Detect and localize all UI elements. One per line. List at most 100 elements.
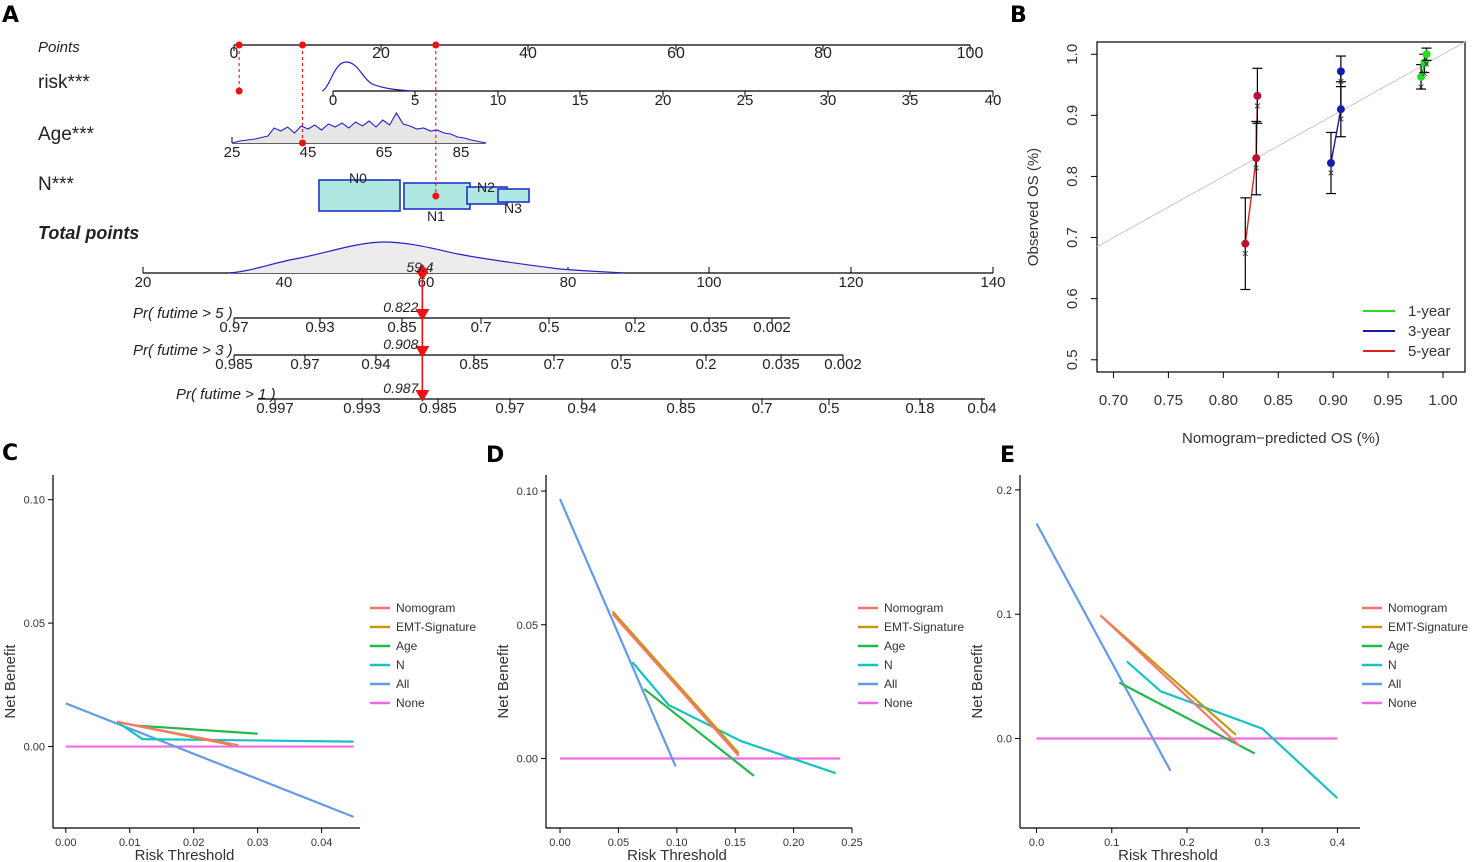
legend-label: Nomogram (396, 601, 455, 615)
calibration-cross: × (1242, 247, 1249, 261)
pr1-tick-label: 0.18 (905, 400, 934, 417)
points-tick-label: 80 (814, 45, 832, 62)
pr5-tick-label: 0.7 (471, 319, 492, 336)
variable-marker (432, 192, 440, 200)
dca-line-all (65, 702, 355, 818)
calibration-point (1336, 67, 1345, 76)
pr3-tick-label: 0.002 (824, 356, 862, 373)
x-tick-label: 0.75 (1154, 392, 1183, 409)
legend-label: N (396, 658, 405, 672)
risk-tick-label: 15 (572, 92, 589, 109)
legend-label: 3-year (1408, 323, 1451, 340)
y-tick-label: 0.10 (24, 495, 45, 507)
calibration-point (1422, 50, 1431, 59)
pr1-tick-label: 0.993 (343, 400, 381, 417)
pr5-tick-label: 0.2 (625, 319, 646, 336)
calibration-point (1252, 154, 1261, 163)
legend-label: All (884, 677, 897, 691)
x-tick-label: 0.0 (1029, 837, 1044, 849)
dca-line-n (1126, 660, 1339, 799)
total-points-tick-label: 40 (276, 274, 293, 291)
y-tick-label: 0.1 (997, 609, 1012, 621)
n-level-label: N1 (427, 208, 445, 224)
legend-label: N (884, 658, 893, 672)
age-row-label: Age*** (38, 124, 95, 145)
y-axis-title: Observed OS (%) (1025, 148, 1042, 266)
point-marker (298, 41, 306, 49)
pr3-tick-label: 0.97 (290, 356, 319, 373)
risk-row-label: risk*** (38, 72, 90, 93)
dca-line-nomogram (116, 720, 239, 747)
dca-line-nomogram (1099, 614, 1241, 747)
total-points-tick-label: 20 (135, 274, 152, 291)
total-density-fill (228, 242, 625, 273)
x-tick-label: 0.02 (183, 837, 204, 849)
points-tick-label: 40 (519, 45, 537, 62)
y-tick-label: 0.0 (997, 734, 1012, 746)
x-tick-label: 0.01 (119, 837, 140, 849)
pr3-tick-label: 0.2 (696, 356, 717, 373)
x-axis-title: Risk Threshold (135, 847, 235, 862)
dca-line-age (1118, 681, 1256, 755)
n-row-label: N*** (38, 174, 75, 195)
total-points-tick-label: 140 (980, 274, 1005, 291)
x-tick-label: 0.1 (1104, 837, 1119, 849)
y-tick-label: 0.6 (1064, 288, 1081, 309)
legend-label: Nomogram (1388, 601, 1447, 615)
pr3-tick-label: 0.94 (361, 356, 390, 373)
legend-label: Age (396, 639, 418, 653)
calibration-cross: × (1254, 99, 1261, 113)
points-tick-label: 0 (230, 45, 239, 62)
legend-label: Nomogram (884, 601, 943, 615)
x-tick-label: 0.85 (1264, 392, 1293, 409)
predicted-probability-marker (415, 390, 430, 402)
legend-label: EMT-Signature (396, 620, 476, 634)
n-level-box (497, 188, 530, 203)
pr3-tick-label: 0.5 (611, 356, 632, 373)
legend-label: None (396, 696, 425, 710)
x-axis-title: Risk Threshold (627, 847, 727, 862)
risk-tick-label: 20 (655, 92, 672, 109)
pr1-tick-label: 0.7 (752, 400, 773, 417)
age-tick-label: 45 (300, 144, 317, 161)
pr3-tick-label: 0.85 (459, 356, 488, 373)
legend-label: EMT-Signature (884, 620, 964, 634)
x-tick-label: 0.25 (841, 837, 862, 849)
total-points-label: Total points (38, 223, 139, 243)
pr5-tick-label: 0.035 (690, 319, 728, 336)
variable-marker (298, 139, 306, 147)
age-tick-label: 65 (376, 144, 393, 161)
age-tick-label: 85 (453, 144, 470, 161)
calibration-point (1420, 59, 1429, 68)
dca-line-age (136, 724, 258, 735)
x-tick-label: 0.00 (549, 837, 570, 849)
dca-panel-d: 0.00 0.05 0.10 0.15 0.20 0.250.000.050.10Risk… (495, 475, 964, 862)
risk-tick-label: 5 (411, 92, 419, 109)
x-tick-label: 0.95 (1374, 392, 1403, 409)
risk-tick-label: 10 (490, 92, 507, 109)
predicted-probability-marker (415, 309, 430, 321)
predicted-probability-value: 0.908 (383, 336, 418, 352)
total-points-tick-label: 100 (696, 274, 721, 291)
y-tick-label: 1.0 (1064, 44, 1081, 65)
pr1-tick-label: 0.985 (419, 400, 457, 417)
x-tick-label: 1.00 (1428, 392, 1457, 409)
pr3-tick-label: 0.7 (544, 356, 565, 373)
dca-panel-c: 0.00 0.01 0.02 0.03 0.04 0.00 0.05 0.10 Risk Thr… (2, 475, 476, 862)
pr1-tick-label: 0.85 (666, 400, 695, 417)
y-tick-label: 0.00 (24, 742, 45, 754)
dca-line-age (643, 688, 755, 777)
y-tick-label: 0.05 (24, 618, 45, 630)
panel-label-c: C (2, 441, 18, 466)
legend-label: Age (884, 639, 906, 653)
legend-label: All (1388, 677, 1401, 691)
legend-label: 5-year (1408, 343, 1451, 360)
dca-line-nomogram (611, 613, 740, 757)
legend-label: 1-year (1408, 303, 1451, 320)
legend-label: EMT-Signature (1388, 620, 1468, 634)
legend-label: Age (1388, 639, 1410, 653)
total-points-tick-label: 80 (560, 274, 577, 291)
total-points-tick-label: 120 (838, 274, 863, 291)
total-points-value: 59.4 (406, 259, 433, 275)
dca-line-n (116, 720, 354, 743)
